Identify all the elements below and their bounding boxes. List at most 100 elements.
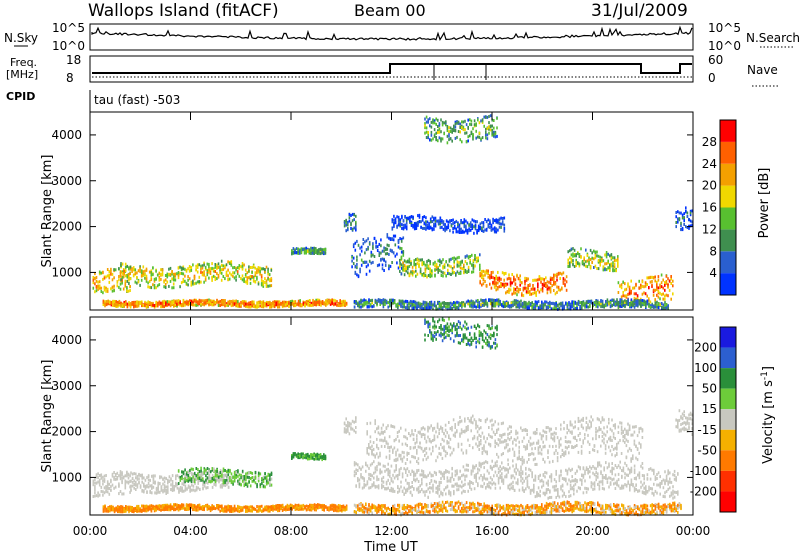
range-gate-cell — [465, 131, 468, 135]
range-gate-cell — [408, 302, 410, 306]
range-gate-cell — [620, 283, 623, 287]
range-gate-cell — [617, 255, 619, 259]
range-gate-cell — [253, 506, 255, 510]
range-gate-cell — [438, 130, 441, 134]
range-gate-cell — [497, 218, 499, 222]
range-gate-cell — [657, 275, 660, 279]
range-gate-cell — [569, 302, 572, 306]
range-gate-cell — [256, 277, 258, 281]
range-gate-cell — [413, 263, 415, 267]
range-gate-cell — [264, 508, 266, 512]
range-gate-cell — [315, 300, 317, 304]
range-gate-cell — [113, 276, 115, 280]
range-gate-cell — [656, 283, 658, 287]
range-gate-cell — [203, 482, 206, 486]
range-gate-cell — [227, 268, 229, 272]
range-gate-cell — [560, 302, 562, 306]
range-gate-cell — [372, 246, 374, 250]
range-gate-cell — [103, 285, 106, 289]
range-gate-cell — [532, 284, 534, 287]
colorbar-tick-label: 12 — [702, 222, 717, 236]
range-gate-cell — [262, 484, 265, 488]
range-gate-cell — [354, 241, 357, 245]
range-gate-cell — [344, 302, 346, 306]
range-gate-cell — [206, 301, 209, 305]
range-gate-cell — [103, 479, 106, 483]
range-gate-cell — [511, 281, 513, 285]
range-gate-cell — [373, 255, 376, 258]
range-gate-cell — [356, 266, 358, 270]
range-gate-cell — [200, 264, 202, 268]
range-gate-cell — [680, 221, 682, 225]
range-gate-cell — [617, 300, 620, 304]
range-gate-cell — [308, 248, 311, 252]
range-gate-cell — [192, 303, 194, 307]
range-gate-cell — [245, 478, 247, 482]
range-gate-cell — [161, 506, 164, 510]
range-gate-cell — [404, 225, 406, 229]
range-gate-cell — [312, 301, 314, 305]
range-gate-cell — [248, 480, 250, 484]
range-gate-cell — [465, 123, 468, 127]
range-gate-cell — [189, 299, 191, 303]
range-gate-cell — [273, 300, 276, 304]
range-gate-cell — [610, 253, 613, 257]
range-gate-cell — [442, 274, 444, 278]
range-gate-cell — [111, 285, 114, 289]
range-gate-cell — [380, 257, 382, 261]
range-gate-cell — [535, 278, 537, 282]
range-gate-cell — [145, 509, 148, 513]
range-gate-cell — [246, 280, 249, 284]
range-gate-cell — [339, 299, 341, 303]
range-gate-cell — [405, 221, 408, 225]
range-gate-cell — [664, 283, 666, 287]
range-gate-cell — [262, 284, 265, 288]
range-gate-cell — [197, 508, 199, 512]
range-gate-cell — [112, 304, 114, 307]
range-gate-cell — [267, 277, 269, 281]
range-gate-cell — [393, 214, 395, 218]
range-gate-cell — [200, 270, 202, 274]
range-gate-cell — [259, 300, 261, 304]
range-gate-cell — [462, 128, 465, 132]
range-gate-cell — [478, 131, 481, 135]
range-gate-cell — [297, 248, 299, 252]
range-gate-cell — [269, 303, 271, 307]
range-gate-cell — [429, 267, 431, 271]
range-gate-cell — [280, 504, 282, 508]
range-gate-cell — [406, 300, 409, 303]
range-gate-cell — [477, 303, 479, 307]
range-gate-cell — [461, 140, 463, 144]
range-gate-cell — [307, 249, 309, 253]
range-gate-cell — [103, 478, 106, 482]
range-gate-cell — [164, 274, 167, 277]
range-gate-cell — [628, 291, 631, 295]
colorbar-swatch — [720, 120, 736, 142]
range-gate-cell — [254, 280, 257, 284]
range-gate-cell — [246, 302, 249, 306]
range-gate-cell — [249, 281, 252, 285]
range-gate-cell — [605, 252, 608, 256]
range-gate-cell — [192, 488, 195, 492]
range-gate-cell — [121, 479, 123, 483]
range-gate-cell — [320, 303, 322, 307]
range-gate-cell — [283, 506, 285, 510]
range-gate-cell — [423, 274, 425, 278]
range-gate-cell — [442, 220, 445, 224]
range-gate-cell — [497, 304, 500, 308]
range-gate-cell — [368, 298, 370, 302]
range-gate-cell — [503, 282, 505, 286]
range-gate-cell — [389, 304, 391, 308]
range-gate-cell — [479, 263, 481, 267]
range-gate-cell — [511, 273, 513, 276]
range-gate-cell — [235, 475, 238, 479]
range-gate-cell — [534, 307, 537, 311]
range-gate-cell — [441, 120, 444, 124]
nsky-label: N.Sky — [4, 31, 38, 45]
range-gate-cell — [150, 504, 153, 508]
range-gate-cell — [478, 121, 481, 125]
range-gate-cell — [162, 489, 164, 493]
range-gate-cell — [300, 247, 303, 251]
range-gate-cell — [426, 260, 428, 264]
range-gate-cell — [179, 478, 182, 482]
